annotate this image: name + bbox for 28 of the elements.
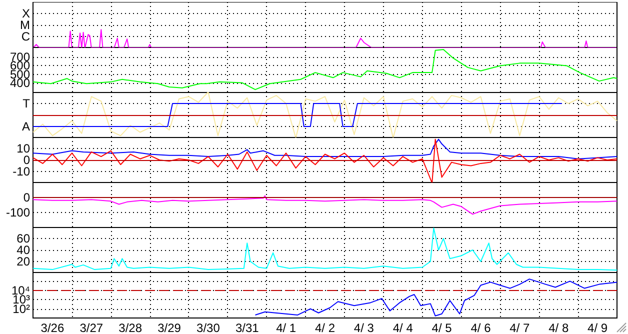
x-tick-label: 4/ 2 (314, 321, 336, 334)
x-tick-label: 4/ 4 (392, 321, 414, 334)
x-tick-label: 4/ 1 (276, 321, 296, 334)
x-tick-label: 3/26 (40, 321, 64, 334)
x-tick-label: 3/27 (80, 321, 104, 334)
x-tick-label: 4/ 3 (354, 321, 374, 334)
y-tick-label: 60 (16, 232, 30, 246)
x-tick-label: 4/ 6 (470, 321, 492, 334)
x-tick-label: 4/ 9 (588, 321, 608, 334)
x-tick-label: 4/ 5 (432, 321, 452, 334)
text: C (21, 30, 30, 44)
y-tick-label: -100 (6, 206, 30, 220)
x-tick-label: 4/ 7 (510, 321, 530, 334)
y-tick-label: 10 (16, 142, 30, 156)
text: A (22, 120, 30, 134)
y-tick-label: 0 (23, 190, 30, 204)
text: X (22, 6, 30, 20)
x-tick-label: 3/31 (235, 321, 260, 334)
x-tick-label: 3/29 (158, 321, 182, 334)
x-tick-label: 3/30 (196, 321, 220, 334)
text: M (20, 18, 30, 32)
x-tick-label: 4/ 8 (548, 321, 569, 334)
x-tick-label: 3/28 (118, 321, 142, 334)
y-tick-label: 0 (23, 153, 30, 167)
y-tick-label: 20 (16, 254, 30, 268)
y-tick-label: 40 (16, 243, 30, 257)
text: T (22, 96, 31, 110)
y-tick-label: -10 (12, 164, 30, 178)
